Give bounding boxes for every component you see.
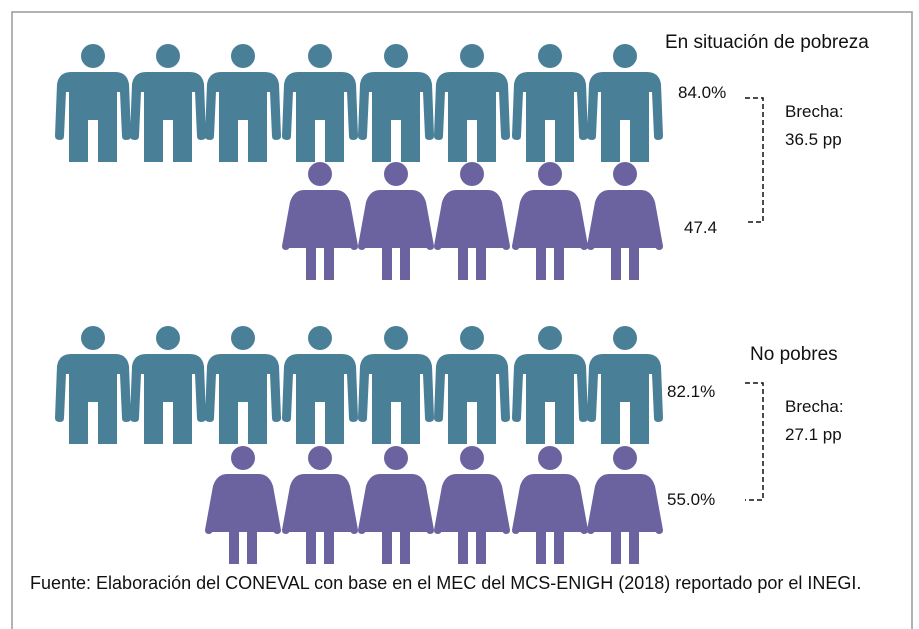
frame [11, 11, 913, 629]
men-row-2 [55, 326, 663, 444]
gap-bracket [745, 97, 764, 223]
gap-value: 36.5 pp [785, 130, 842, 149]
gap-label: Brecha: [785, 397, 844, 416]
group-title: No pobres [750, 344, 838, 365]
women-row-1 [282, 162, 663, 280]
group-title: En situación de pobreza [665, 32, 869, 53]
women-value: 47.4 [684, 218, 718, 237]
men-value: 84.0% [678, 83, 727, 102]
gap-value: 27.1 pp [785, 425, 842, 444]
gap-bracket [745, 382, 764, 501]
gap-label: Brecha: [785, 102, 844, 121]
source-note: Fuente: Elaboración del CONEVAL con base… [30, 573, 862, 593]
women-row-2 [205, 446, 663, 564]
men-value: 82.1% [667, 382, 716, 401]
women-value: 55.0% [667, 490, 716, 509]
men-row-1 [55, 44, 663, 162]
